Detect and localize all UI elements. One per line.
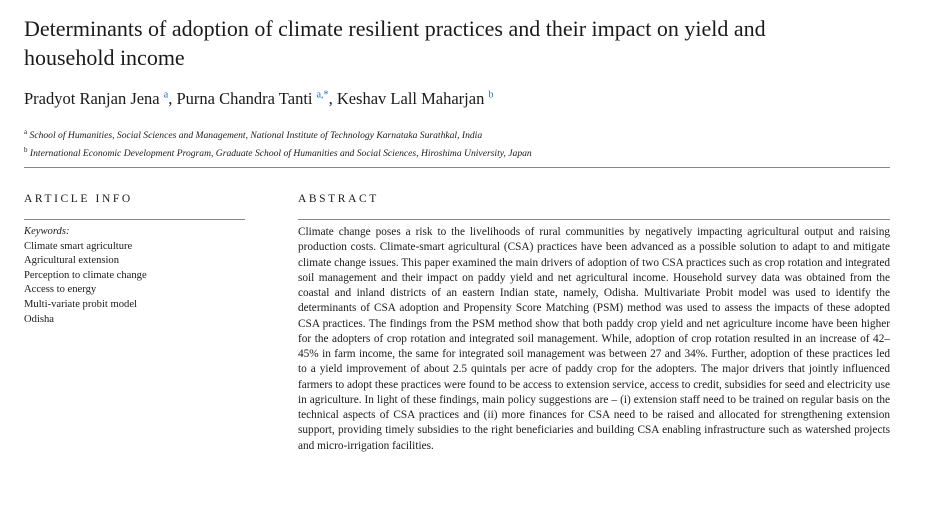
keyword: Agricultural extension: [24, 255, 120, 267]
affiliation-mark: b: [24, 146, 28, 155]
divider: [24, 167, 890, 168]
affiliation-text: School of Humanities, Social Sciences an…: [29, 130, 483, 142]
keyword: Access to energy: [24, 284, 97, 296]
keyword: Perception to climate change: [24, 269, 147, 281]
section-heading: ARTICLE INFO: [24, 193, 133, 205]
affiliation-mark: a: [24, 128, 28, 136]
affiliation: b International Economic Development Pro…: [24, 143, 532, 161]
divider: [298, 219, 890, 220]
keyword-list: Keywords: Climate smart agriculture Agricu…: [24, 225, 147, 327]
keyword: Climate smart agriculture: [24, 240, 133, 252]
author-name: Purna Chandra Tanti: [176, 89, 313, 108]
author-affiliation-mark: b: [488, 89, 494, 101]
author-name: Pradyot Ranjan Jena: [24, 89, 160, 108]
keyword: Odisha: [24, 313, 55, 325]
affiliation: a School of Humanities, Social Sciences …: [24, 125, 532, 143]
divider: [24, 219, 245, 220]
abstract-text: Climate change poses a risk to the livel…: [298, 226, 890, 452]
author-affiliation-mark: a,*: [316, 89, 329, 101]
author-affiliation-mark: a: [163, 89, 169, 101]
affiliation-text: International Economic Development Progr…: [29, 148, 532, 160]
keywords-label: Keywords:: [24, 226, 70, 237]
author-name: Keshav Lall Maharjan: [336, 89, 485, 108]
paper-title: Determinants of adoption of climate resi…: [24, 16, 766, 70]
author-list: Pradyot Ranjan Jena a, Purna Chandra Tan…: [24, 89, 494, 108]
keyword: Multi-variate probit model: [24, 298, 137, 310]
section-heading: ABSTRACT: [298, 193, 379, 205]
affiliation-list: a School of Humanities, Social Sciences …: [24, 125, 532, 161]
